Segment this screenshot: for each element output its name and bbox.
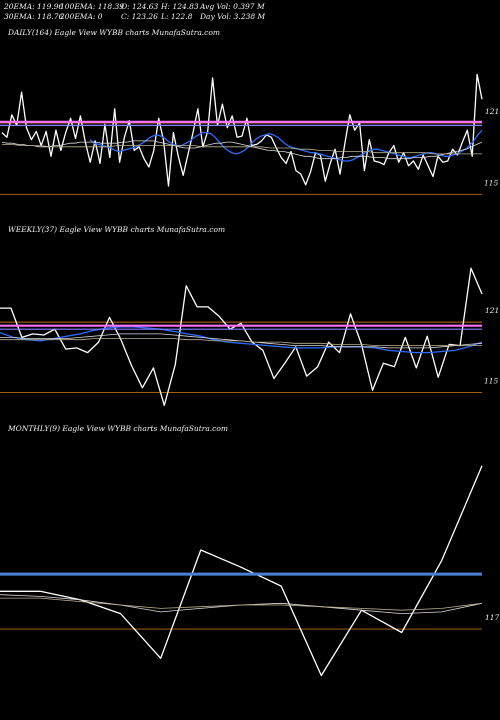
header-avgvol: Avg Vol: 0.397 M bbox=[200, 2, 265, 11]
header-ema30: 30EMA: 118.76 bbox=[4, 12, 64, 21]
header-open: O: 124.63 bbox=[121, 2, 159, 11]
header-close: C: 123.26 bbox=[121, 12, 158, 21]
header-ema100: 100EMA: 118.39 bbox=[60, 2, 125, 11]
header-ema200: 200EMA: 0 bbox=[60, 12, 103, 21]
header-ema20: 20EMA: 119.96 bbox=[4, 2, 64, 11]
series-line-2-0 bbox=[0, 465, 483, 677]
series-line-0-3 bbox=[2, 143, 482, 155]
header-low: L: 122.8 bbox=[161, 12, 193, 21]
header-high: H: 124.83 bbox=[161, 2, 199, 11]
daily-panel-title: DAILY(164) Eagle View WYBB charts Munafa… bbox=[8, 28, 220, 37]
tick-label-1-1: 115 bbox=[484, 377, 499, 386]
header-dayvol: Day Vol: 3.238 M bbox=[200, 12, 266, 21]
tick-label-0-1: 115 bbox=[484, 178, 499, 187]
series-line-0-2 bbox=[1, 140, 483, 160]
series-line-2-2 bbox=[0, 597, 483, 611]
monthly-panel-title: MONTHLY(9) Eagle View WYBB charts Munafa… bbox=[8, 424, 228, 433]
series-line-0-1 bbox=[89, 129, 483, 162]
series-line-1-0 bbox=[0, 267, 483, 407]
series-line-1-3 bbox=[0, 338, 482, 347]
tick-label-0-0: 121 bbox=[485, 107, 499, 116]
tick-label-1-0: 121 bbox=[485, 306, 499, 315]
weekly-panel-title: WEEKLY(37) Eagle View WYBB charts Munafa… bbox=[8, 225, 226, 234]
series-line-1-1 bbox=[0, 326, 483, 354]
tick-label-2-0: 117 bbox=[485, 613, 500, 622]
series-line-0-0 bbox=[1, 73, 483, 187]
